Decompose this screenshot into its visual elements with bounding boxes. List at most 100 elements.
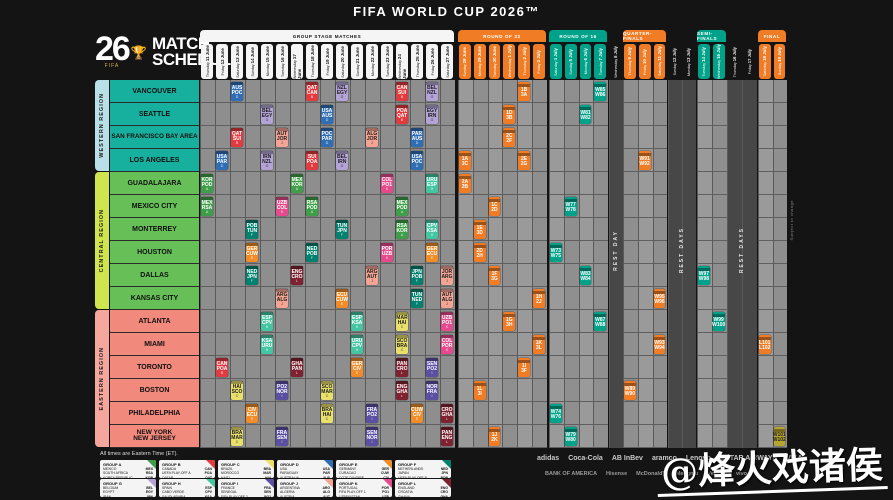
date-column-pill: Friday 19 June <box>321 44 333 79</box>
sponsor-logo: Verizon <box>707 471 727 477</box>
watermark-text: @烽火戏诸侯 <box>656 442 888 498</box>
date-column-rest: Thursday 16 July <box>731 46 737 78</box>
match-chip: 1L 3I <box>473 380 486 400</box>
date-column-pill: Saturday 18 July <box>759 44 771 79</box>
grid-column <box>410 80 425 448</box>
match-chip: MAR HAI C <box>396 311 408 331</box>
match-chip: UZB COL K <box>276 196 288 216</box>
section-header-sf: SEMI-FINALS <box>697 30 726 42</box>
date-column-pill: Monday 6 July <box>579 44 592 79</box>
match-chip: URU ESP H <box>426 173 438 193</box>
date-column-pill: Wednesday 1 July <box>503 44 516 79</box>
date-column-pill: Friday 10 July <box>638 44 651 79</box>
legend-color-corner <box>383 460 392 469</box>
match-chip: ALG JOR J <box>366 127 378 147</box>
date-column-pill: Thursday 18 June <box>306 44 318 79</box>
match-chip: CIV ECU E <box>246 403 258 423</box>
match-chip: 1J 2K <box>488 426 501 446</box>
match-chip: 1K 3L <box>533 334 545 354</box>
date-column-pill: Monday 29 June <box>473 44 486 79</box>
section-header-qf: QUARTER-FINALS <box>623 30 667 42</box>
match-chip: USA POC D <box>411 150 423 170</box>
legend-color-corner <box>147 460 156 469</box>
date-column-pill: Sunday 14 June <box>246 44 258 79</box>
section-header-r16: ROUND OF 16 <box>549 30 608 42</box>
legend-group-box: GROUP E GERMANY GER CURACAO CUW COTE D'IVOIRE… <box>336 460 392 478</box>
match-chip: PAN ENG L <box>441 426 453 446</box>
match-chip: NZL EGY G <box>336 81 348 101</box>
match-chip: ESP CPV H <box>261 311 273 331</box>
date-column-pill: Thursday 25 June <box>411 44 423 79</box>
city-row-seattle: SEATTLE <box>110 103 199 126</box>
match-chip: BEL NZL G <box>426 81 438 101</box>
match-chip: PAN CRO L <box>396 357 408 377</box>
legend-color-corner <box>442 460 451 469</box>
match-chip: QAT SUI B <box>231 127 243 147</box>
sponsor-row-1: adidas Coca-Cola AB InBev aramco Lenovo QATAR… <box>537 455 803 462</box>
match-chip: CPV KSA H <box>426 219 438 239</box>
grid-column <box>290 80 305 448</box>
grid-column <box>623 80 638 448</box>
region-tab-western: WESTERN REGION <box>95 80 109 171</box>
grid-column <box>517 80 532 448</box>
match-chip: TUN JPN F <box>336 219 348 239</box>
rest-days-label: REST DAY <box>612 229 619 271</box>
year-26-mark: 26 FIFA <box>95 29 131 70</box>
match-chip: BEL IRN G <box>336 150 348 170</box>
match-chip: W79 W80 <box>564 426 577 446</box>
match-chip: ARG ALG J <box>276 288 288 308</box>
legend-color-corner <box>324 479 333 488</box>
grid-column <box>260 80 275 448</box>
grid-column <box>652 80 668 448</box>
match-chip: UZB PO1 K <box>441 311 453 331</box>
date-column-pill: Monday 15 June <box>261 44 273 79</box>
grid-column <box>593 80 609 448</box>
date-column-pill: Tuesday 14 July <box>698 44 710 79</box>
match-chip: SEN PO2 I <box>426 357 438 377</box>
legend-group-box: GROUP JARGENTINAARGALGERIAALGAUSTRIAAUTJ… <box>277 479 333 497</box>
date-column-pill: Sunday 21 June <box>351 44 363 79</box>
date-column-pill: Tuesday 16 June <box>276 44 288 79</box>
match-chip: QAT CAN B <box>306 81 318 101</box>
sponsor-logo: Hisense <box>606 471 628 477</box>
sponsor-logo: Lenovo <box>685 455 711 462</box>
date-column-pill: Thursday 11 June <box>201 44 213 79</box>
grid-column <box>711 80 727 448</box>
match-chip: NOR FRA I <box>426 380 438 400</box>
sponsor-row-2: BANK OF AMERICA Hisense McDonald's Mengniu V… <box>545 471 747 477</box>
date-column-pill: Wednesday 17 June <box>291 44 303 79</box>
city-row-san-francisco-bay-area: SAN FRANCISCO BAY AREA <box>110 126 199 149</box>
match-chip: KOR POD A <box>201 173 213 193</box>
legend-group-box: GROUP LENGLANDENGCROATIACROGHANAGHAPANAM… <box>395 479 451 497</box>
match-chip: MEX POD A <box>396 196 408 216</box>
match-chip: BRA MAR C <box>231 426 243 446</box>
sponsor-logo: QATAR AIRWAYS <box>719 455 778 462</box>
grid-column <box>245 80 260 448</box>
date-column-pill: Friday 12 June <box>216 44 228 79</box>
match-chip: JPN POB F <box>411 265 423 285</box>
city-row-toronto: TORONTO <box>110 356 199 379</box>
city-row-boston: BOSTON <box>110 379 199 402</box>
subject-to-change-note: Subject to change <box>789 200 794 241</box>
date-column-pill: Friday 26 June <box>426 44 438 79</box>
date-column-pill: Tuesday 23 June <box>381 44 393 79</box>
match-chip: MEX RSA A <box>201 196 213 216</box>
sponsor-logo: vivo <box>735 471 747 477</box>
match-chip: 2E 2G <box>518 150 530 170</box>
match-chip: W101 W102 <box>773 426 786 446</box>
match-chip: 1E 3D <box>473 219 486 239</box>
match-chip: W85 W86 <box>594 81 607 101</box>
grid-column <box>275 80 290 448</box>
city-row-kansas-city: KANSAS CITY <box>110 287 199 310</box>
legend-color-corner <box>442 479 451 488</box>
legend-color-corner <box>206 460 215 469</box>
match-chip: EGY IRN G <box>426 104 438 124</box>
sponsor-logo: McDonald's <box>636 471 667 477</box>
city-row-atlanta: ATLANTA <box>110 310 199 333</box>
legend-group-box: GROUP B CANADA CAN UEFA PLAY-OFF A POA QATAR Q… <box>159 460 215 478</box>
city-row-vancouver: VANCOUVER <box>110 80 199 103</box>
date-column-pill: Saturday 20 June <box>336 44 348 79</box>
match-chip: W97 W98 <box>698 265 710 285</box>
grid-column <box>563 80 579 448</box>
date-column-pill: Saturday 11 July <box>653 44 666 79</box>
